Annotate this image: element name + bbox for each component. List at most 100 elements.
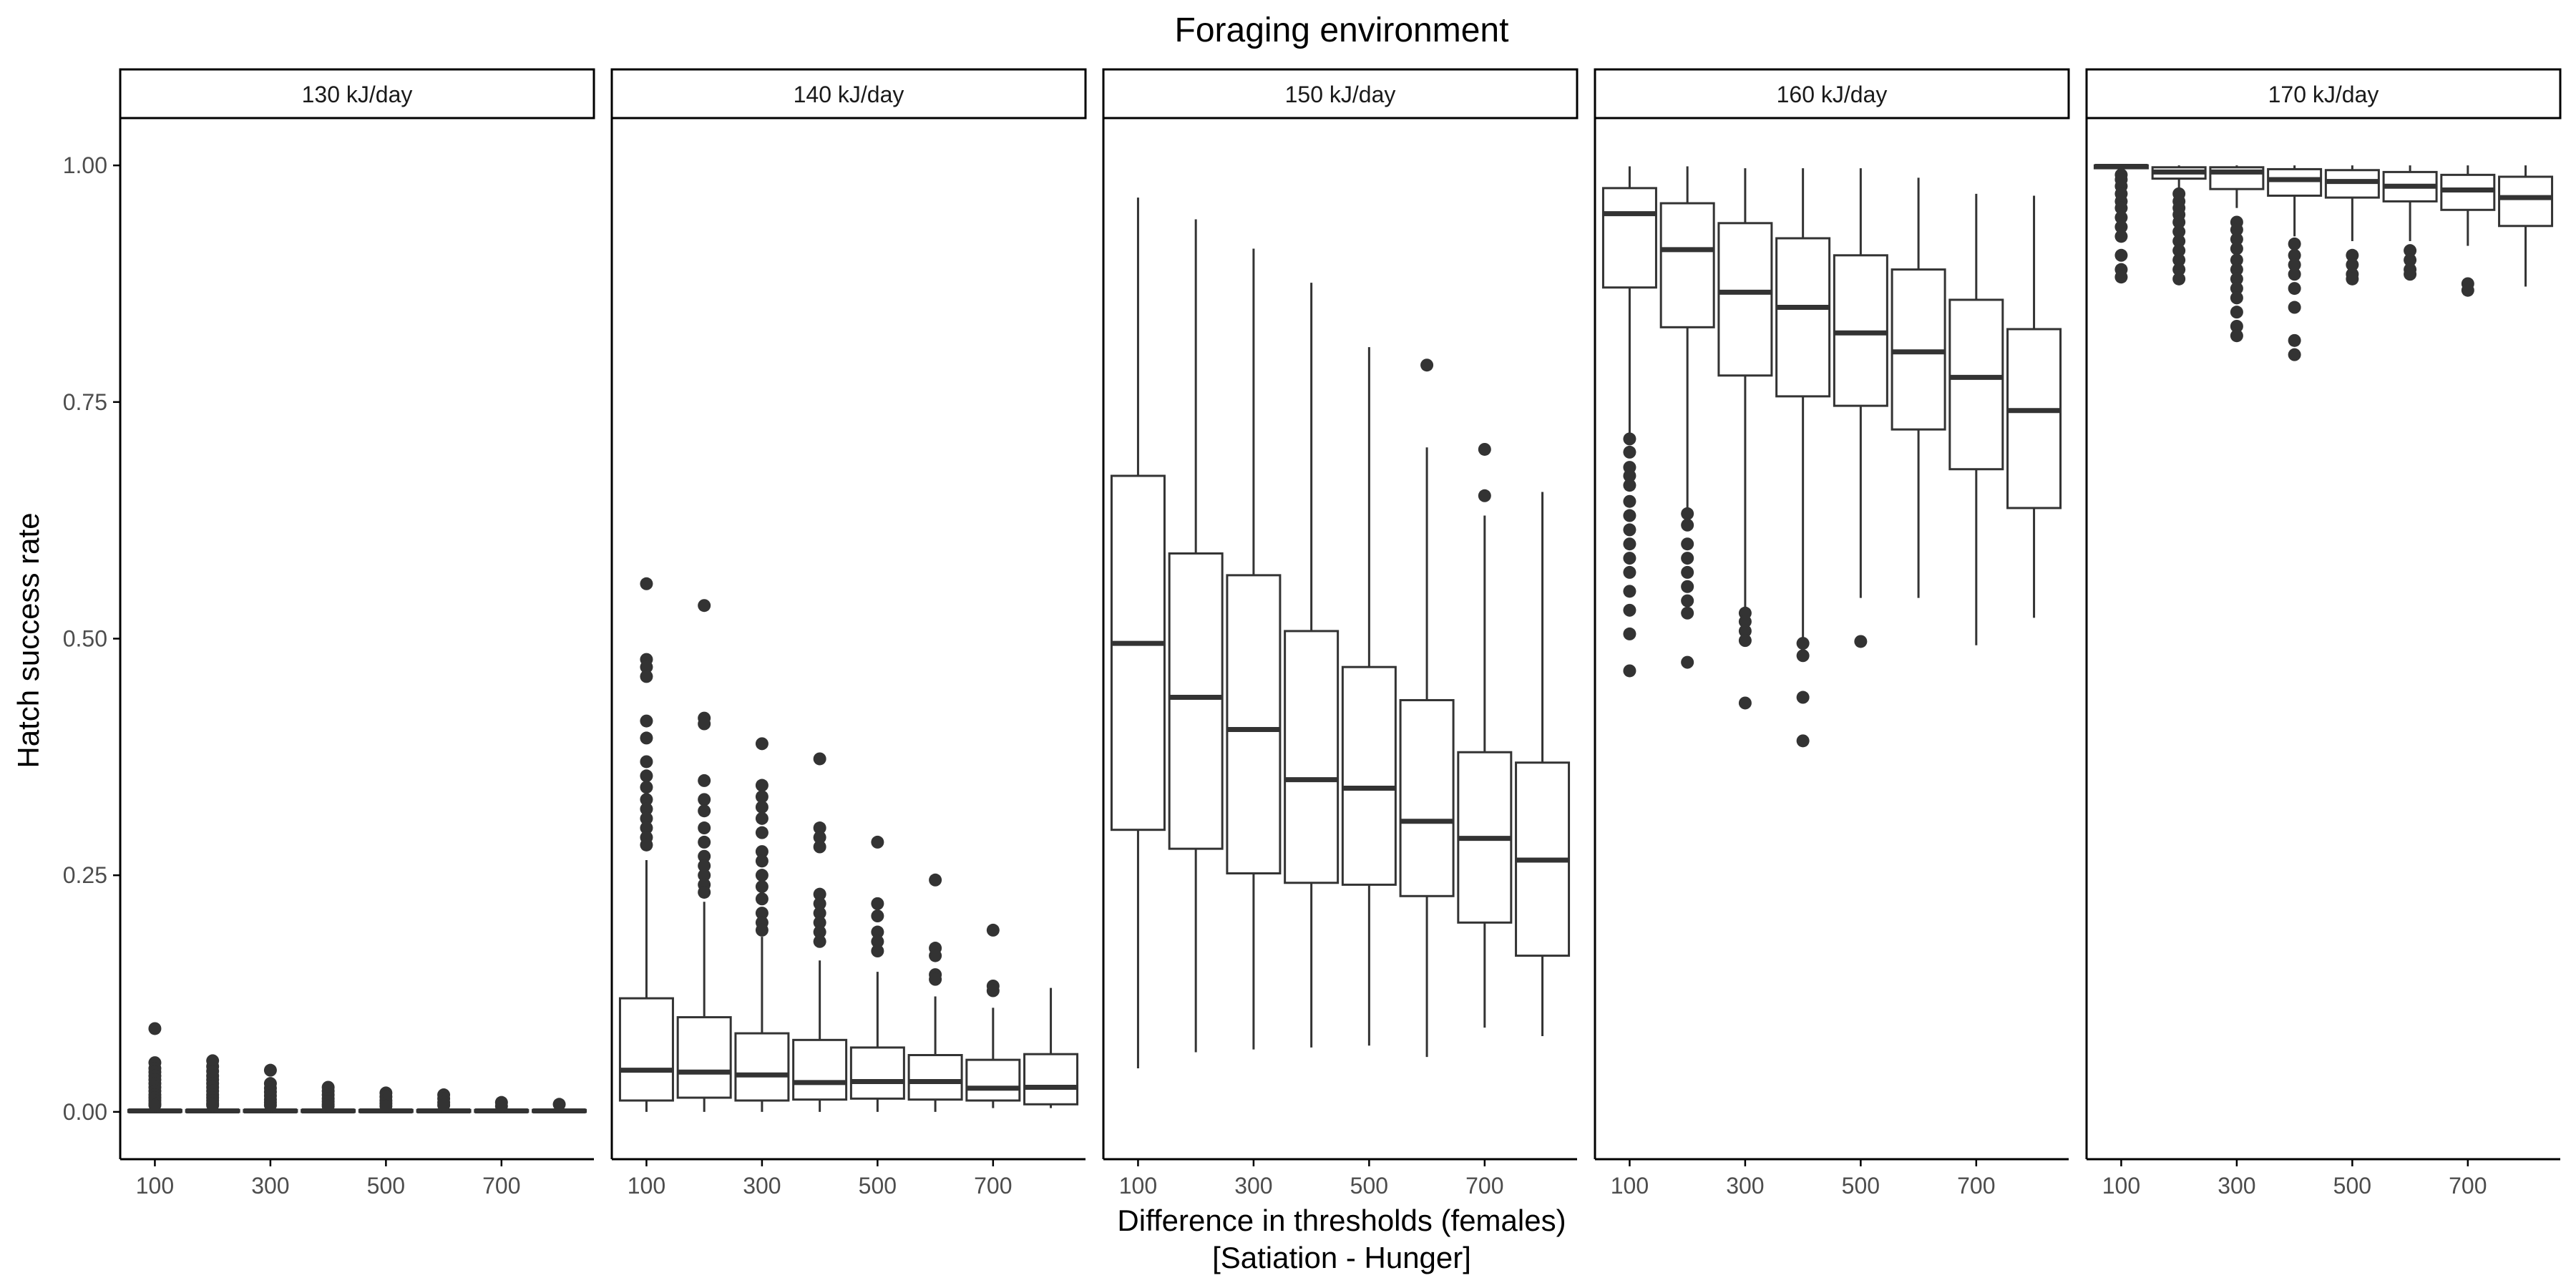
y-tick-label: 1.00	[63, 152, 107, 178]
outlier-point	[2288, 248, 2301, 262]
outlier-point	[1623, 585, 1636, 598]
facet-strip	[119, 68, 595, 119]
y-tick-label: 0.25	[63, 862, 107, 888]
outlier-point	[263, 1098, 277, 1112]
x-axis-title-line1: Difference in thresholds (females)	[1117, 1204, 1566, 1237]
x-tick-label: 300	[743, 1173, 781, 1199]
outlier-point	[1623, 627, 1636, 640]
outlier-point	[1420, 358, 1434, 372]
outlier-point	[1623, 469, 1636, 482]
outlier-point	[986, 923, 1000, 937]
outlier-point	[1623, 494, 1636, 508]
outlier-point	[206, 1098, 220, 1112]
outlier-point	[1681, 507, 1694, 520]
box-iqr	[1110, 474, 1166, 831]
y-tick-label: 0.75	[63, 389, 107, 415]
outlier-point	[755, 907, 769, 920]
outlier-point	[2288, 268, 2301, 281]
x-tick-label: 300	[1234, 1173, 1272, 1199]
outlier-point	[2172, 272, 2186, 286]
outlier-point	[1681, 606, 1694, 620]
outlier-point	[698, 885, 711, 899]
outlier-point	[813, 897, 826, 910]
outlier-point	[871, 835, 884, 849]
outlier-point	[698, 717, 711, 731]
x-tick-label: 100	[1119, 1173, 1157, 1199]
outlier-point	[755, 869, 769, 882]
outlier-point	[437, 1098, 451, 1112]
outlier-point	[1623, 509, 1636, 522]
outlier-point	[813, 831, 826, 844]
outlier-point	[755, 845, 769, 859]
box-iqr	[965, 1058, 1021, 1102]
outlier-point	[755, 892, 769, 906]
outlier-point	[2346, 272, 2359, 286]
x-tick-label: 700	[1957, 1173, 1995, 1199]
outlier-point	[2172, 234, 2186, 248]
outlier-point	[1854, 635, 1868, 648]
outlier-point	[379, 1099, 393, 1113]
x-tick-label: 100	[2102, 1173, 2140, 1199]
outlier-point	[698, 835, 711, 849]
outlier-point	[2114, 201, 2128, 215]
outlier-point	[1738, 624, 1752, 638]
outlier-point	[640, 670, 653, 683]
outlier-point	[1478, 442, 1491, 456]
outlier-point	[2230, 272, 2243, 286]
outlier-point	[1738, 615, 1752, 628]
outlier-point	[813, 840, 826, 854]
x-tick-label: 700	[1465, 1173, 1503, 1199]
box-iqr	[1023, 1053, 1079, 1106]
outlier-point	[1623, 664, 1636, 678]
outlier-point	[2230, 291, 2243, 305]
outlier-point	[1796, 649, 1810, 663]
outlier-point	[755, 880, 769, 894]
outlier-point	[1623, 565, 1636, 579]
outlier-point	[871, 925, 884, 939]
box-iqr	[1601, 187, 1657, 289]
outlier-point	[1681, 594, 1694, 608]
x-tick-label: 700	[2449, 1173, 2487, 1199]
x-tick-label: 500	[2333, 1173, 2371, 1199]
x-tick-label: 500	[1842, 1173, 1880, 1199]
x-tick-label: 100	[136, 1173, 174, 1199]
outlier-point	[871, 935, 884, 948]
outlier-point	[698, 793, 711, 806]
outlier-point	[813, 821, 826, 835]
outlier-point	[2288, 301, 2301, 314]
outlier-point	[640, 577, 653, 590]
x-tick-label: 500	[1350, 1173, 1388, 1199]
outlier-point	[1681, 518, 1694, 532]
outlier-point	[2230, 253, 2243, 267]
plot-area: 0.00 0.25 0.50 0.75 1.00 130 kJ/day 100 300 500 7…	[63, 68, 2562, 1199]
outlier-point	[2230, 263, 2243, 276]
outlier-point	[321, 1099, 335, 1113]
outlier-point	[929, 949, 942, 962]
box-iqr	[1226, 574, 1282, 875]
facet-strip-label: 150 kJ/day	[1285, 82, 1396, 107]
x-tick-label: 100	[1611, 1173, 1649, 1199]
outlier-point	[2172, 215, 2186, 229]
outlier-point	[2404, 244, 2417, 258]
outlier-point	[2230, 329, 2243, 343]
box-iqr	[2267, 167, 2323, 197]
outlier-point	[1623, 552, 1636, 565]
outlier-point	[871, 945, 884, 957]
outlier-point	[2114, 230, 2128, 243]
x-tick-label: 100	[628, 1173, 665, 1199]
outlier-point	[1681, 537, 1694, 551]
chart-title: Foraging environment	[1175, 11, 1509, 49]
outlier-point	[2114, 220, 2128, 234]
outlier-point	[1681, 565, 1694, 579]
outlier-point	[1738, 696, 1752, 710]
outlier-point	[986, 984, 1000, 997]
facet-strip	[610, 68, 1087, 119]
box-iqr	[1948, 298, 2004, 471]
outlier-point	[698, 859, 711, 872]
outlier-point	[1796, 691, 1810, 704]
outlier-point	[1623, 479, 1636, 492]
outlier-point	[698, 869, 711, 882]
outlier-point	[755, 923, 769, 937]
outlier-point	[494, 1099, 508, 1113]
